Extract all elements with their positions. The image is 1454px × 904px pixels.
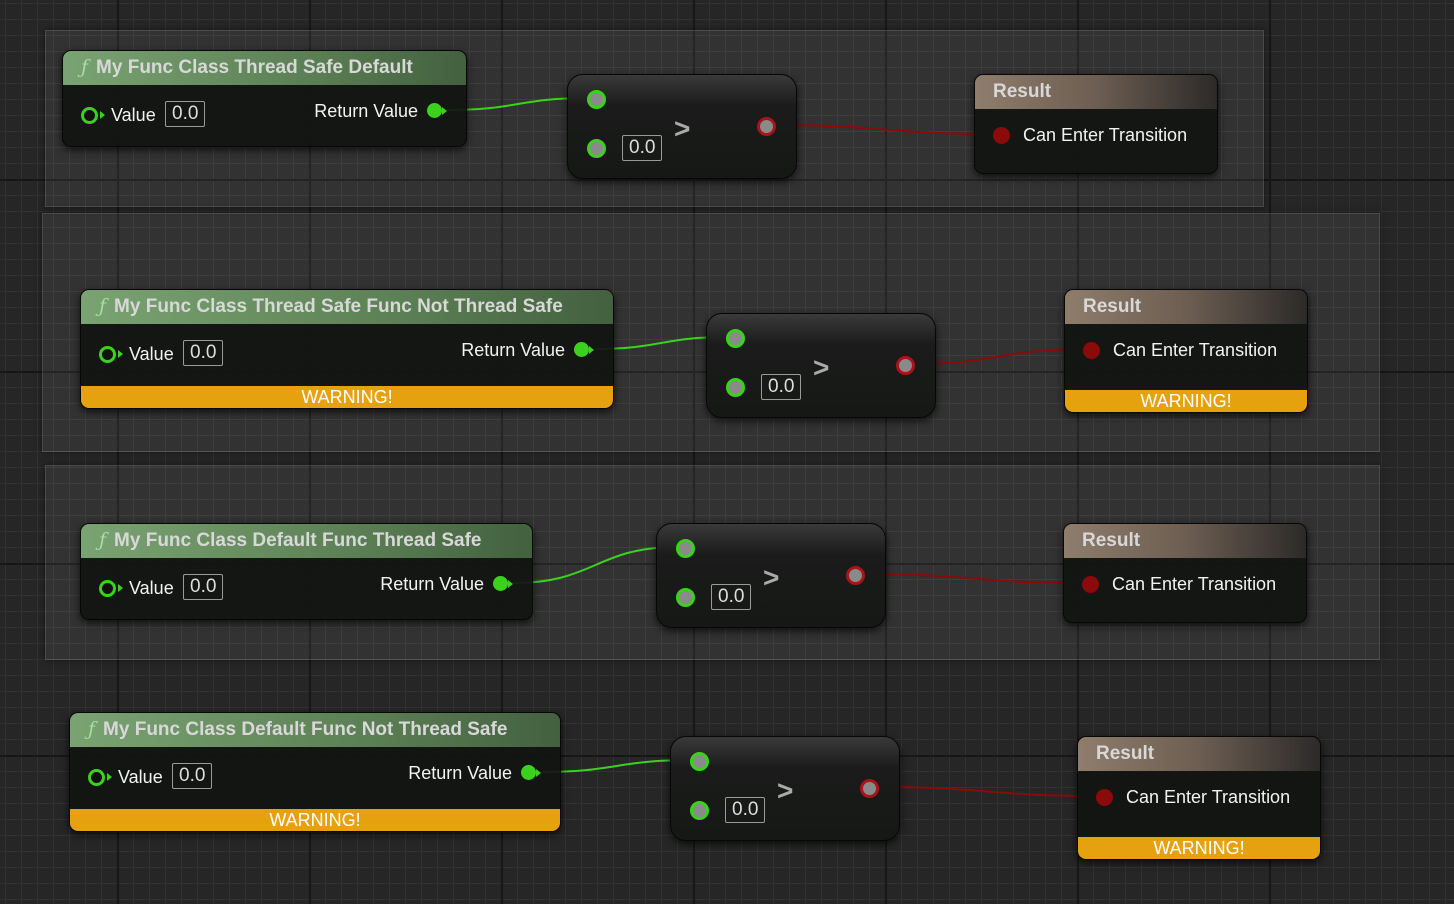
output-pin[interactable]: [757, 117, 776, 136]
can-enter-transition-pin[interactable]: [1096, 789, 1113, 806]
node-header: ƒ My Func Class Default Func Thread Safe: [81, 524, 532, 558]
function-node[interactable]: ƒ My Func Class Thread Safe Func Not Thre…: [80, 289, 614, 409]
greater-than-node[interactable]: 0.0 >: [656, 523, 886, 628]
return-value-pin[interactable]: [427, 103, 442, 118]
pin-arrow-icon: [536, 769, 541, 777]
return-value-label: Return Value: [461, 340, 565, 360]
greater-than-node[interactable]: 0.0 >: [706, 313, 936, 418]
function-node[interactable]: ƒ My Func Class Default Func Thread Safe V…: [80, 523, 533, 620]
pin-arrow-icon: [118, 584, 123, 592]
input-b-pin[interactable]: [726, 378, 745, 397]
node-title: My Func Class Thread Safe Func Not Threa…: [114, 296, 563, 317]
node-title: My Func Class Default Func Not Thread Sa…: [103, 719, 508, 740]
bool-wire[interactable]: [874, 786, 1100, 797]
float-wire[interactable]: [540, 759, 693, 773]
result-title: Result: [1078, 737, 1320, 771]
value-input-pin[interactable]: [99, 346, 116, 363]
input-b-pin[interactable]: [676, 588, 695, 607]
input-a-pin[interactable]: [587, 90, 606, 109]
result-title: Result: [1065, 290, 1307, 324]
bool-wire[interactable]: [771, 124, 997, 135]
return-value-label: Return Value: [380, 574, 484, 594]
operator-label: >: [674, 113, 691, 144]
greater-than-node[interactable]: 0.0 >: [567, 74, 797, 179]
input-b-field[interactable]: 0.0: [711, 584, 752, 610]
input-a-pin[interactable]: [676, 539, 695, 558]
output-pin[interactable]: [846, 566, 865, 585]
return-value-label: Return Value: [408, 763, 512, 783]
value-label: Value: [129, 344, 174, 364]
node-title: My Func Class Default Func Thread Safe: [114, 530, 482, 551]
input-b-field[interactable]: 0.0: [761, 374, 802, 400]
pin-arrow-icon: [118, 350, 123, 358]
return-value-pin[interactable]: [574, 342, 589, 357]
value-input-pin[interactable]: [99, 580, 116, 597]
input-b-pin[interactable]: [587, 139, 606, 158]
pin-arrow-icon: [442, 107, 447, 115]
pin-arrow-icon: [107, 773, 112, 781]
pin-arrow-icon: [100, 111, 105, 119]
function-icon: ƒ: [81, 56, 89, 78]
node-header: ƒ My Func Class Thread Safe Func Not Thre…: [81, 290, 613, 324]
function-icon: ƒ: [99, 529, 107, 551]
node-header: ƒ My Func Class Thread Safe Default: [63, 51, 466, 85]
value-input-field[interactable]: 0.0: [183, 340, 224, 366]
value-label: Value: [129, 578, 174, 598]
value-label: Value: [118, 767, 163, 787]
node-title: My Func Class Thread Safe Default: [96, 57, 413, 78]
bool-wire[interactable]: [860, 573, 1086, 584]
result-node[interactable]: Result Can Enter Transition WARNING!: [1077, 736, 1321, 860]
can-enter-transition-pin[interactable]: [993, 127, 1010, 144]
node-header: ƒ My Func Class Default Func Not Thread S…: [70, 713, 560, 747]
function-icon: ƒ: [99, 295, 107, 317]
pin-arrow-icon: [508, 580, 513, 588]
value-input-field[interactable]: 0.0: [172, 763, 213, 789]
result-node[interactable]: Result Can Enter Transition WARNING!: [1064, 289, 1308, 413]
warning-banner: WARNING!: [81, 386, 613, 408]
output-pin[interactable]: [896, 356, 915, 375]
input-b-field[interactable]: 0.0: [622, 135, 663, 161]
value-input-field[interactable]: 0.0: [183, 574, 224, 600]
return-value-pin[interactable]: [521, 765, 536, 780]
function-node[interactable]: ƒ My Func Class Thread Safe Default Value 0…: [62, 50, 467, 147]
return-value-label: Return Value: [314, 101, 418, 121]
operator-label: >: [813, 352, 830, 383]
warning-banner: WARNING!: [1065, 390, 1307, 412]
input-a-pin[interactable]: [726, 329, 745, 348]
warning-banner: WARNING!: [1078, 837, 1320, 859]
bool-wire[interactable]: [910, 348, 1087, 365]
input-a-pin[interactable]: [690, 752, 709, 771]
result-title: Result: [1064, 524, 1306, 558]
result-node[interactable]: Result Can Enter Transition: [974, 74, 1218, 174]
result-node[interactable]: Result Can Enter Transition: [1063, 523, 1307, 623]
output-pin[interactable]: [860, 779, 879, 798]
result-title: Result: [975, 75, 1217, 109]
value-label: Value: [111, 105, 156, 125]
function-icon: ƒ: [88, 718, 96, 740]
can-enter-transition-label: Can Enter Transition: [1023, 125, 1188, 145]
function-node[interactable]: ƒ My Func Class Default Func Not Thread S…: [69, 712, 561, 832]
greater-than-node[interactable]: 0.0 >: [670, 736, 900, 841]
operator-label: >: [777, 775, 794, 806]
can-enter-transition-label: Can Enter Transition: [1126, 787, 1291, 807]
warning-banner: WARNING!: [70, 809, 560, 831]
can-enter-transition-pin[interactable]: [1083, 342, 1100, 359]
return-value-pin[interactable]: [493, 576, 508, 591]
can-enter-transition-label: Can Enter Transition: [1113, 340, 1278, 360]
pin-arrow-icon: [589, 346, 594, 354]
input-b-pin[interactable]: [690, 801, 709, 820]
value-input-pin[interactable]: [88, 769, 105, 786]
value-input-field[interactable]: 0.0: [165, 101, 206, 127]
input-b-field[interactable]: 0.0: [725, 797, 766, 823]
can-enter-transition-pin[interactable]: [1082, 576, 1099, 593]
operator-label: >: [763, 562, 780, 593]
value-input-pin[interactable]: [81, 107, 98, 124]
can-enter-transition-label: Can Enter Transition: [1112, 574, 1277, 594]
float-wire[interactable]: [512, 546, 679, 584]
